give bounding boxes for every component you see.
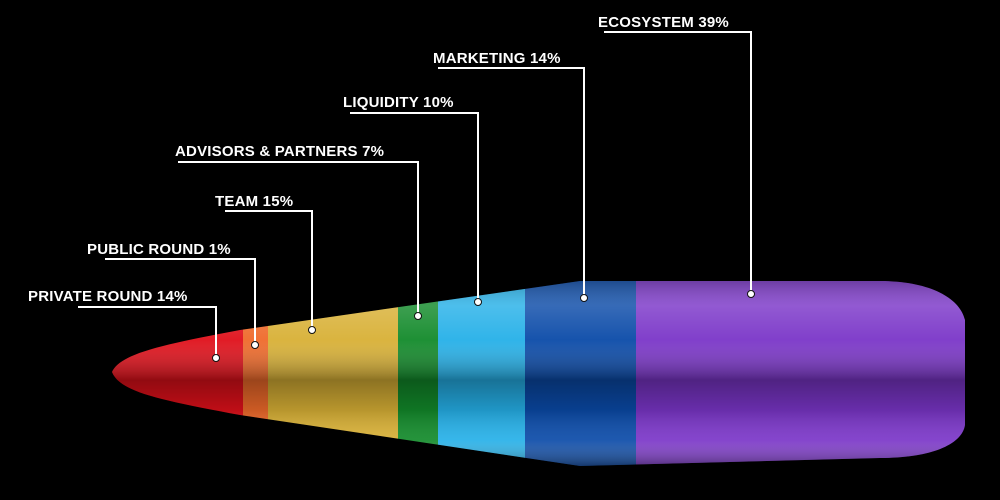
marker-dot-marketing [580, 294, 588, 302]
label-public-round: PUBLIC ROUND 1% [87, 241, 231, 258]
label-ecosystem: ECOSYSTEM 39% [598, 14, 729, 31]
marker-dot-advisors-partners [414, 312, 422, 320]
leader-line-marketing [438, 67, 585, 298]
leader-line-team [225, 210, 313, 330]
label-private-round: PRIVATE ROUND 14% [28, 288, 188, 305]
leader-line-public-round [105, 258, 256, 345]
leader-line-advisors-partners [178, 161, 419, 316]
marker-dot-liquidity [474, 298, 482, 306]
marker-dot-private-round [212, 354, 220, 362]
marker-dot-public-round [251, 341, 259, 349]
leader-line-ecosystem [604, 31, 752, 294]
marker-dot-team [308, 326, 316, 334]
leader-line-liquidity [350, 112, 479, 302]
label-marketing: MARKETING 14% [433, 50, 561, 67]
label-advisors-partners: ADVISORS & PARTNERS 7% [175, 143, 384, 160]
marker-dot-ecosystem [747, 290, 755, 298]
leader-line-private-round [78, 306, 217, 358]
callout-group: PRIVATE ROUND 14% PUBLIC ROUND 1% TEAM 15%… [28, 14, 755, 362]
label-liquidity: LIQUIDITY 10% [343, 94, 454, 111]
label-team: TEAM 15% [215, 193, 293, 210]
bullet-shading [112, 281, 965, 466]
